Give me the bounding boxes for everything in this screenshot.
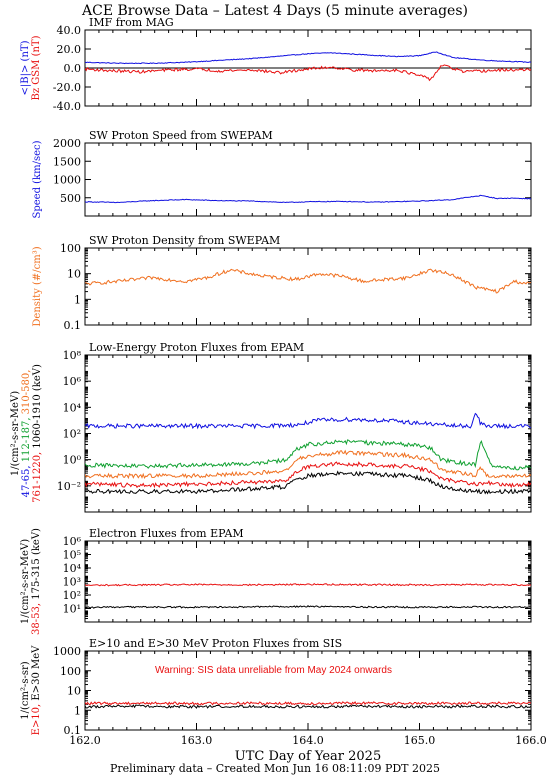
y-tick-label: 1 bbox=[74, 704, 81, 717]
y-tick-label: 1000 bbox=[53, 645, 81, 658]
panel-frame bbox=[84, 540, 532, 623]
warning-annotation: Warning: SIS data unreliable from May 20… bbox=[155, 665, 392, 676]
panel-5: Electron Fluxes from EPAM 10¹10²10³10⁴10⁵… bbox=[20, 527, 532, 635]
y-tick-label: 10³ bbox=[63, 576, 81, 589]
panel-title: IMF from MAG bbox=[89, 16, 174, 29]
series-line-310-580 bbox=[85, 449, 531, 480]
y-axis-label-part: Speed (km/sec) bbox=[32, 140, 43, 218]
series-line-speed bbox=[85, 194, 531, 204]
y-axis-label-part: Density (#/cm³) bbox=[32, 246, 43, 326]
y-axis-label-part: 1/(cm²-s-sr-MeV) bbox=[10, 391, 21, 476]
y-axis-label: 47-65, 112-187, 310-580, bbox=[21, 370, 32, 498]
y-axis-label: 1/(cm²-s-sr) bbox=[20, 661, 31, 720]
y-tick-label: 10⁴ bbox=[63, 401, 82, 414]
y-tick-label: 0.1 bbox=[64, 724, 82, 737]
series-line-38-53 bbox=[85, 582, 531, 587]
y-axis-label: 1/(cm²-s-sr-MeV) bbox=[20, 539, 31, 624]
series-line-112-187 bbox=[85, 439, 531, 471]
panel-frame bbox=[84, 354, 532, 513]
y-axis-label: Density (#/cm³) bbox=[32, 246, 43, 326]
panel-frame bbox=[84, 247, 532, 326]
x-tick-label: 162.0 bbox=[69, 734, 101, 747]
panel-title: SW Proton Density from SWEPAM bbox=[89, 234, 280, 247]
panel-frame bbox=[84, 142, 532, 217]
series-line-e-30 bbox=[85, 704, 531, 709]
panel-title: E>10 and E>30 MeV Proton Fluxes from SIS bbox=[89, 637, 342, 650]
y-axis-label-part: 38-53, bbox=[31, 603, 42, 635]
panel-4: Low-Energy Proton Fluxes from EPAM 10⁻² 10… bbox=[10, 341, 532, 513]
y-axis-label-part: 47-65, bbox=[21, 465, 32, 497]
y-tick-label: 0.0 bbox=[64, 62, 82, 75]
x-tick-label: 164.0 bbox=[292, 734, 324, 747]
y-axis-label-part: 175-315 (keV) bbox=[31, 528, 42, 603]
y-tick-label: 10⁶ bbox=[63, 375, 82, 388]
y-axis-label: E>10, E>30 MeV bbox=[31, 645, 42, 736]
y-axis-label-part: <|B|> (nT) bbox=[20, 40, 31, 95]
panels: IMF from MAG -40.0 -20.0 0.0 20.0 40.0 <|B|> (… bbox=[10, 16, 547, 764]
y-axis-label-part: 1/(cm²-s-sr-MeV) bbox=[20, 539, 31, 624]
y-tick-label: 1 bbox=[74, 293, 81, 306]
series-line--b- bbox=[85, 51, 531, 65]
y-tick-label: 10 bbox=[67, 685, 81, 698]
y-axis-label: Speed (km/sec) bbox=[32, 140, 43, 218]
y-axis-label-part: E>30 MeV bbox=[31, 645, 42, 704]
y-tick-label: 10⁴ bbox=[63, 562, 82, 575]
y-axis-label-part: 1060-1910 (keV) bbox=[32, 364, 43, 452]
series-line-density bbox=[85, 268, 531, 294]
y-tick-label: 1500 bbox=[53, 155, 81, 168]
panel-1: IMF from MAG -40.0 -20.0 0.0 20.0 40.0 <|B|> (… bbox=[20, 16, 532, 113]
series-line-bz-gsm bbox=[85, 64, 531, 82]
y-tick-label: 100 bbox=[60, 665, 81, 678]
x-axis-label: UTC Day of Year 2025 bbox=[235, 749, 381, 764]
y-tick-label: 10² bbox=[63, 428, 81, 441]
panel-6: E>10 and E>30 MeV Proton Fluxes from SIS… bbox=[20, 637, 547, 764]
series-line-e-10 bbox=[85, 700, 531, 706]
y-axis-label-part: 761-1220, bbox=[32, 452, 43, 503]
series-line-47-65 bbox=[85, 412, 531, 430]
y-tick-label: 1000 bbox=[53, 174, 81, 187]
chart-title: ACE Browse Data – Latest 4 Days (5 minut… bbox=[81, 3, 468, 19]
series-line-175-315 bbox=[85, 604, 531, 609]
y-axis-label-part: E>10, bbox=[31, 704, 42, 736]
y-axis-label: 1/(cm²-s-sr-MeV) bbox=[10, 391, 21, 476]
footer-note: Preliminary data – Created Mon Jun 16 08… bbox=[110, 762, 440, 775]
y-tick-label: 10⁸ bbox=[63, 349, 82, 362]
y-axis-label-part: 310-580, bbox=[21, 370, 32, 418]
panel-title: Low-Energy Proton Fluxes from EPAM bbox=[89, 341, 304, 354]
y-tick-label: -40.0 bbox=[53, 100, 81, 113]
y-tick-label: 10⁶ bbox=[63, 535, 82, 548]
y-axis-label: 38-53, 175-315 (keV) bbox=[31, 528, 42, 635]
y-tick-label: 10 bbox=[67, 268, 81, 281]
y-tick-label: 2000 bbox=[53, 137, 81, 150]
y-tick-label: 10¹ bbox=[63, 603, 81, 616]
panel-title: SW Proton Speed from SWEPAM bbox=[89, 129, 273, 142]
y-axis-label-part: 1/(cm²-s-sr) bbox=[20, 661, 31, 720]
y-tick-label: -20.0 bbox=[53, 81, 81, 94]
y-axis-label: <|B|> (nT) bbox=[20, 40, 31, 95]
y-axis-label: Bz GSM (nT) bbox=[31, 35, 42, 100]
y-tick-label: 10⁻² bbox=[57, 480, 81, 493]
x-tick-label: 166.0 bbox=[515, 734, 547, 747]
series-line-1060-1910 bbox=[85, 470, 531, 495]
panel-frame bbox=[84, 650, 532, 731]
y-tick-label: 10⁰ bbox=[63, 454, 82, 467]
panel-2: SW Proton Speed from SWEPAM 500 1000 1500 20… bbox=[32, 129, 532, 219]
y-axis-label-part: 112-187, bbox=[21, 417, 32, 465]
y-tick-label: 500 bbox=[60, 192, 81, 205]
panel-title: Electron Fluxes from EPAM bbox=[89, 527, 244, 540]
panel-3: SW Proton Density from SWEPAM 0.1 1 10 100 De… bbox=[32, 234, 532, 332]
y-tick-label: 10⁵ bbox=[63, 549, 81, 562]
y-tick-label: 0.1 bbox=[64, 319, 82, 332]
y-tick-label: 100 bbox=[60, 242, 81, 255]
y-tick-label: 40.0 bbox=[57, 24, 82, 37]
x-tick-label: 163.0 bbox=[181, 734, 213, 747]
y-axis-label-part: Bz GSM (nT) bbox=[31, 35, 42, 100]
y-axis-label: 761-1220, 1060-1910 (keV) bbox=[32, 364, 43, 503]
y-tick-label: 10² bbox=[63, 589, 81, 602]
y-tick-label: 20.0 bbox=[57, 43, 82, 56]
series-line-761-1220 bbox=[85, 461, 531, 489]
x-tick-label: 165.0 bbox=[404, 734, 436, 747]
